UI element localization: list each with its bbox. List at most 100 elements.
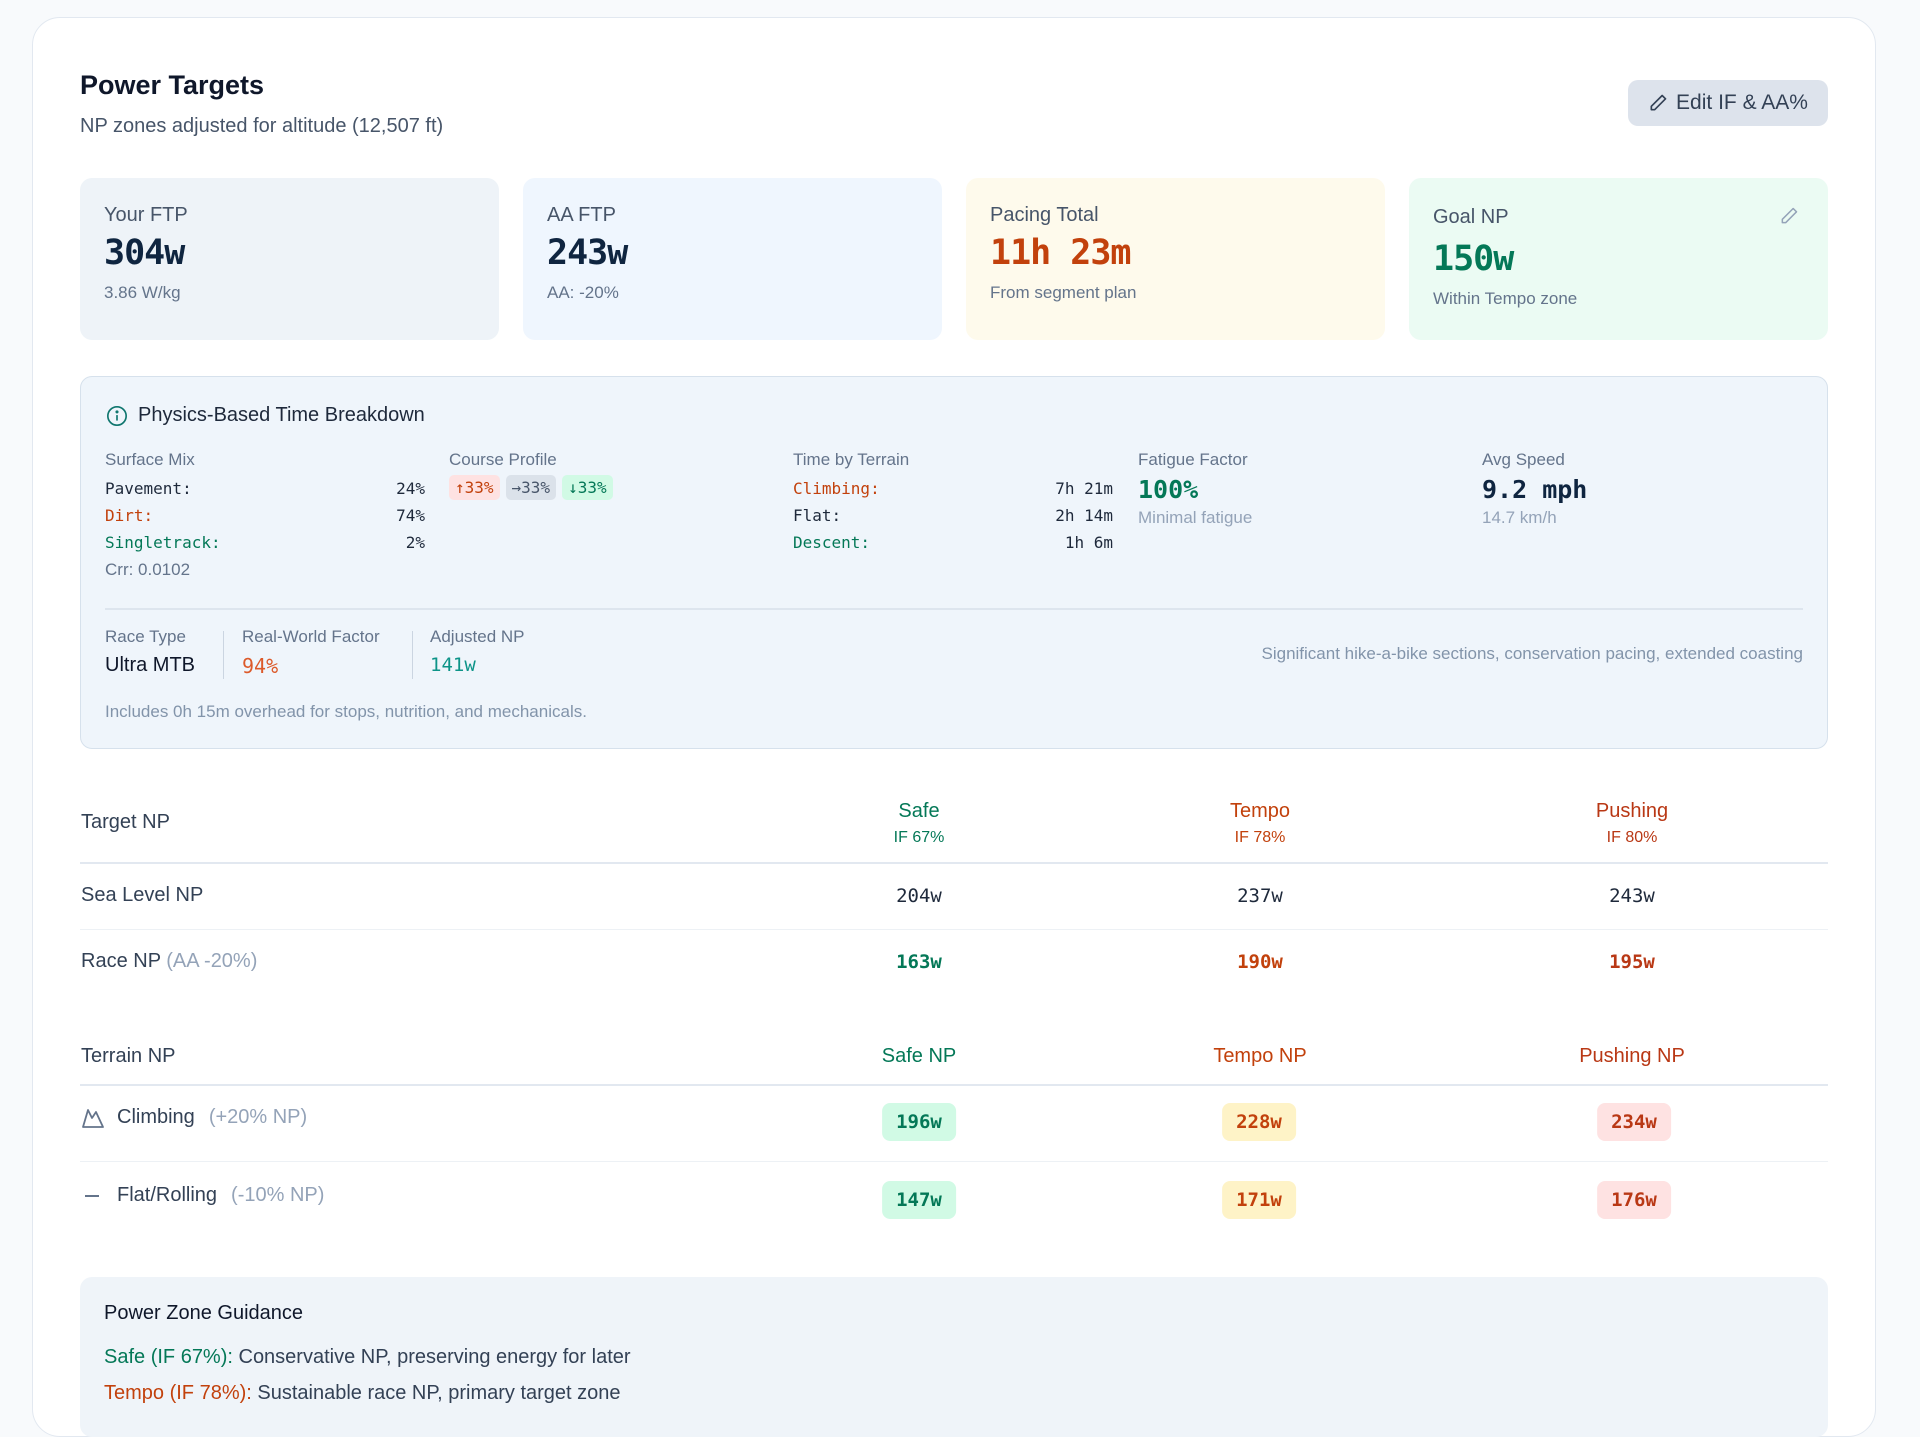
stat-label: Pacing Total [990,204,1099,226]
climbing-safe-pill: 196w [882,1103,956,1141]
stat-value: 304w [104,233,185,273]
race-type-note: Significant hike-a-bike sections, conser… [1261,644,1804,663]
race-type: Race Type Ultra MTB [105,627,195,677]
race-type-value: Ultra MTB [105,654,195,676]
table-row-label: Race NP (AA -20%) [81,950,257,973]
col-safe: Safe [898,800,940,822]
flat-tempo-pill: 171w [1222,1181,1296,1219]
physics-title: Physics-Based Time Breakdown [106,404,425,427]
physics-breakdown-panel: Physics-Based Time Breakdown Surface Mix… [80,376,1828,749]
race-np-tempo: 190w [1237,951,1283,973]
page-subtitle: NP zones adjusted for altitude (12,507 f… [80,115,444,137]
rwf-label: Real-World Factor [242,627,380,646]
divider [223,631,224,679]
col-safe-np: Safe NP [881,1045,957,1067]
terrain-np-header: Terrain NP [81,1045,176,1067]
terrain-value: 7h 21m [1055,479,1113,498]
terrain-row-climbing: Climbing (+20% NP) [81,1106,307,1129]
terrain-row: Climbing: 7h 21m [793,475,1113,502]
stat-label: AA FTP [547,204,616,226]
climbing-pushing-pill: 234w [1597,1103,1671,1141]
row-label: Sea Level NP [81,884,204,906]
course-profile: Course Profile ↑33% →33% ↓33% [449,450,769,500]
stat-card-goal-np: Goal NP 150w Within Tempo zone [1409,178,1828,340]
zone-label: Tempo (IF 78%): [104,1382,252,1404]
stat-card-ftp: Your FTP 304w 3.86 W/kg [80,178,499,340]
table-row-label: Sea Level NP [81,884,203,907]
terrain-value: 2h 14m [1055,506,1113,525]
real-world-factor: Real-World Factor 94% [242,627,380,678]
overhead-footnote: Includes 0h 15m overhead for stops, nutr… [105,702,587,721]
flat-chip: →33% [505,475,557,500]
time-by-terrain-label: Time by Terrain [793,450,910,469]
surface-key: Singletrack: [105,533,221,552]
fatigue-sub: Minimal fatigue [1138,508,1253,527]
row-note: (+20% NP) [208,1106,308,1128]
fatigue-label: Fatigue Factor [1138,450,1248,469]
terrain-row: Descent: 1h 6m [793,529,1113,556]
edit-goal-pencil-icon[interactable] [1779,206,1799,226]
stat-card-aa-ftp: AA FTP 243w AA: -20% [523,178,942,340]
speed-sub: 14.7 km/h [1482,508,1557,527]
divider [412,631,413,679]
crr-value: Crr: 0.0102 [105,560,191,579]
divider [80,1161,1828,1162]
info-icon [107,405,127,426]
power-zone-guidance: Power Zone Guidance Safe (IF 67%): Conse… [80,1277,1828,1437]
flat-pushing-pill: 176w [1597,1181,1671,1219]
fatigue-factor: Fatigue Factor 100% Minimal fatigue [1138,450,1458,528]
course-profile-label: Course Profile [449,450,557,469]
climb-chip: ↑33% [449,475,500,500]
row-label: Flat/Rolling [117,1184,218,1206]
adjusted-np: Adjusted NP 141w [430,627,525,676]
fatigue-value: 100% [1138,475,1199,504]
divider [105,608,1803,610]
row-label: Climbing [117,1106,195,1128]
stat-label: Your FTP [104,204,188,226]
avg-speed: Avg Speed 9.2 mph 14.7 km/h [1482,450,1802,528]
terrain-key: Descent: [793,533,871,552]
zone-text: Conservative NP, preserving energy for l… [232,1346,631,1368]
surface-mix-label: Surface Mix [105,450,195,469]
col-tempo-np: Tempo NP [1213,1045,1307,1067]
surface-value: 74% [396,506,425,525]
stat-value: 150w [1433,239,1514,279]
col-pushing-np: Pushing NP [1579,1045,1685,1067]
divider [80,929,1828,930]
pencil-icon [1650,94,1667,111]
col-tempo: Tempo [1229,800,1291,822]
stat-sub: Within Tempo zone [1433,289,1578,308]
climbing-tempo-pill: 228w [1222,1103,1296,1141]
col-safe-if: IF 67% [893,829,945,846]
sea-level-pushing: 243w [1609,885,1655,907]
surface-row: Singletrack: 2% [105,529,425,556]
terrain-key: Climbing: [793,479,880,498]
divider [80,862,1828,864]
sea-level-tempo: 237w [1237,885,1283,907]
guidance-title: Power Zone Guidance [104,1302,304,1324]
row-label: Race NP [81,950,161,972]
stat-card-pacing-total: Pacing Total 11h 23m From segment plan [966,178,1385,340]
terrain-row: Flat: 2h 14m [793,502,1113,529]
surface-key: Dirt: [105,506,154,525]
mountain-icon [82,1108,104,1128]
race-np-pushing: 195w [1609,951,1655,973]
surface-value: 24% [396,479,425,498]
zone-label: Safe (IF 67%): [104,1346,233,1368]
stat-sub: From segment plan [990,283,1137,302]
surface-value: 2% [405,533,425,552]
surface-key: Pavement: [105,479,192,498]
guidance-line-tempo: Tempo (IF 78%): Sustainable race NP, pri… [104,1375,1804,1411]
terrain-value: 1h 6m [1064,533,1113,552]
edit-if-aa-button[interactable]: Edit IF & AA% [1628,80,1828,126]
surface-row: Pavement: 24% [105,475,425,502]
speed-value: 9.2 mph [1482,475,1588,504]
surface-row: Dirt: 74% [105,502,425,529]
race-np-safe: 163w [896,951,942,973]
physics-title-text: Physics-Based Time Breakdown [138,404,425,426]
terrain-key: Flat: [793,506,842,525]
zone-text: Sustainable race NP, primary target zone [251,1382,621,1404]
terrain-row-flat: Flat/Rolling (-10% NP) [81,1184,324,1207]
divider [80,1084,1828,1086]
descent-chip: ↓33% [562,475,613,500]
